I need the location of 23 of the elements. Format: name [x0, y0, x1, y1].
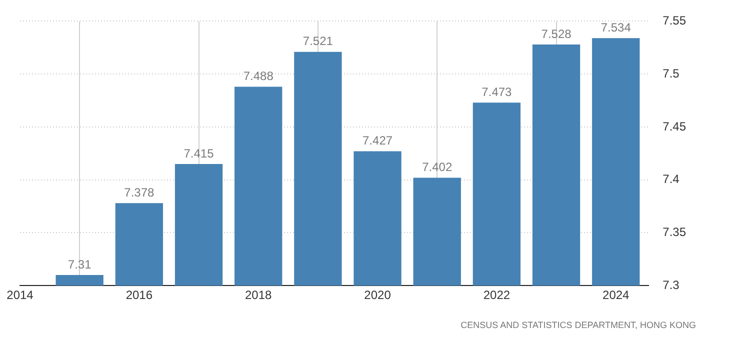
x-tick-label: 2014 — [6, 288, 34, 302]
y-tick-label: 7.5 — [662, 66, 680, 80]
x-tick-label: 2022 — [483, 288, 510, 302]
x-tick-label: 2020 — [364, 288, 392, 302]
data-label: 7.488 — [243, 69, 274, 84]
x-tick-label: 2024 — [602, 288, 630, 302]
data-label: 7.31 — [68, 257, 92, 272]
y-tick-label: 7.3 — [662, 278, 680, 292]
data-label: 7.473 — [482, 84, 512, 99]
x-tick-label: 2018 — [244, 288, 272, 302]
y-tick-label: 7.35 — [662, 225, 686, 240]
x-tick-label: 2016 — [126, 288, 153, 302]
data-label: 7.402 — [422, 160, 452, 174]
data-label: 7.378 — [124, 185, 155, 200]
data-label: 7.415 — [184, 146, 214, 160]
y-tick-label: 7.45 — [662, 119, 686, 134]
data-label: 7.528 — [541, 26, 572, 41]
text: CENSUS AND STATISTICS DEPARTMENT, HONG KONG — [460, 320, 696, 330]
data-label: 7.427 — [362, 134, 393, 148]
y-tick-label: 7.55 — [662, 14, 686, 28]
data-label: 7.521 — [302, 34, 334, 48]
y-tick-label: 7.4 — [662, 172, 680, 186]
data-label: 7.534 — [600, 20, 632, 34]
